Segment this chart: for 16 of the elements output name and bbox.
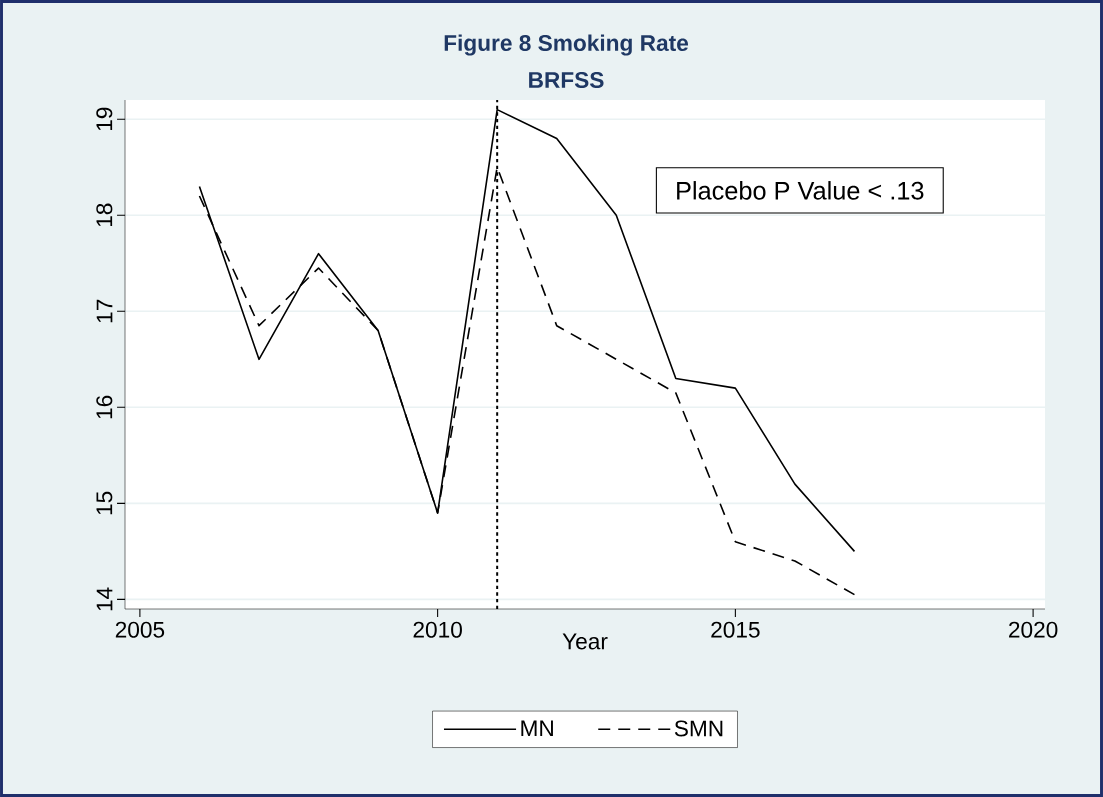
x-tick-label: 2010: [413, 621, 462, 638]
y-tick-label: 18: [96, 203, 113, 227]
chart-title: Figure 8 Smoking Rate: [444, 34, 689, 56]
y-tick-label: 17: [96, 299, 113, 323]
chart-subtitle: BRFSS: [529, 71, 604, 89]
annotation: Placebo P Value < .13: [677, 181, 924, 200]
x-tick-label: 2005: [115, 621, 165, 638]
x-tick-label: 2020: [1009, 621, 1058, 638]
x-axis-title: Year: [562, 633, 608, 650]
legend-label: SMN: [674, 720, 723, 737]
y-tick-label: 16: [96, 395, 113, 419]
y-tick-label: 15: [96, 491, 113, 515]
y-tick-label: 14: [96, 587, 113, 611]
x-tick-label: 2015: [711, 621, 760, 638]
legend-label: MN: [521, 720, 553, 737]
y-tick-label: 19: [96, 107, 113, 131]
